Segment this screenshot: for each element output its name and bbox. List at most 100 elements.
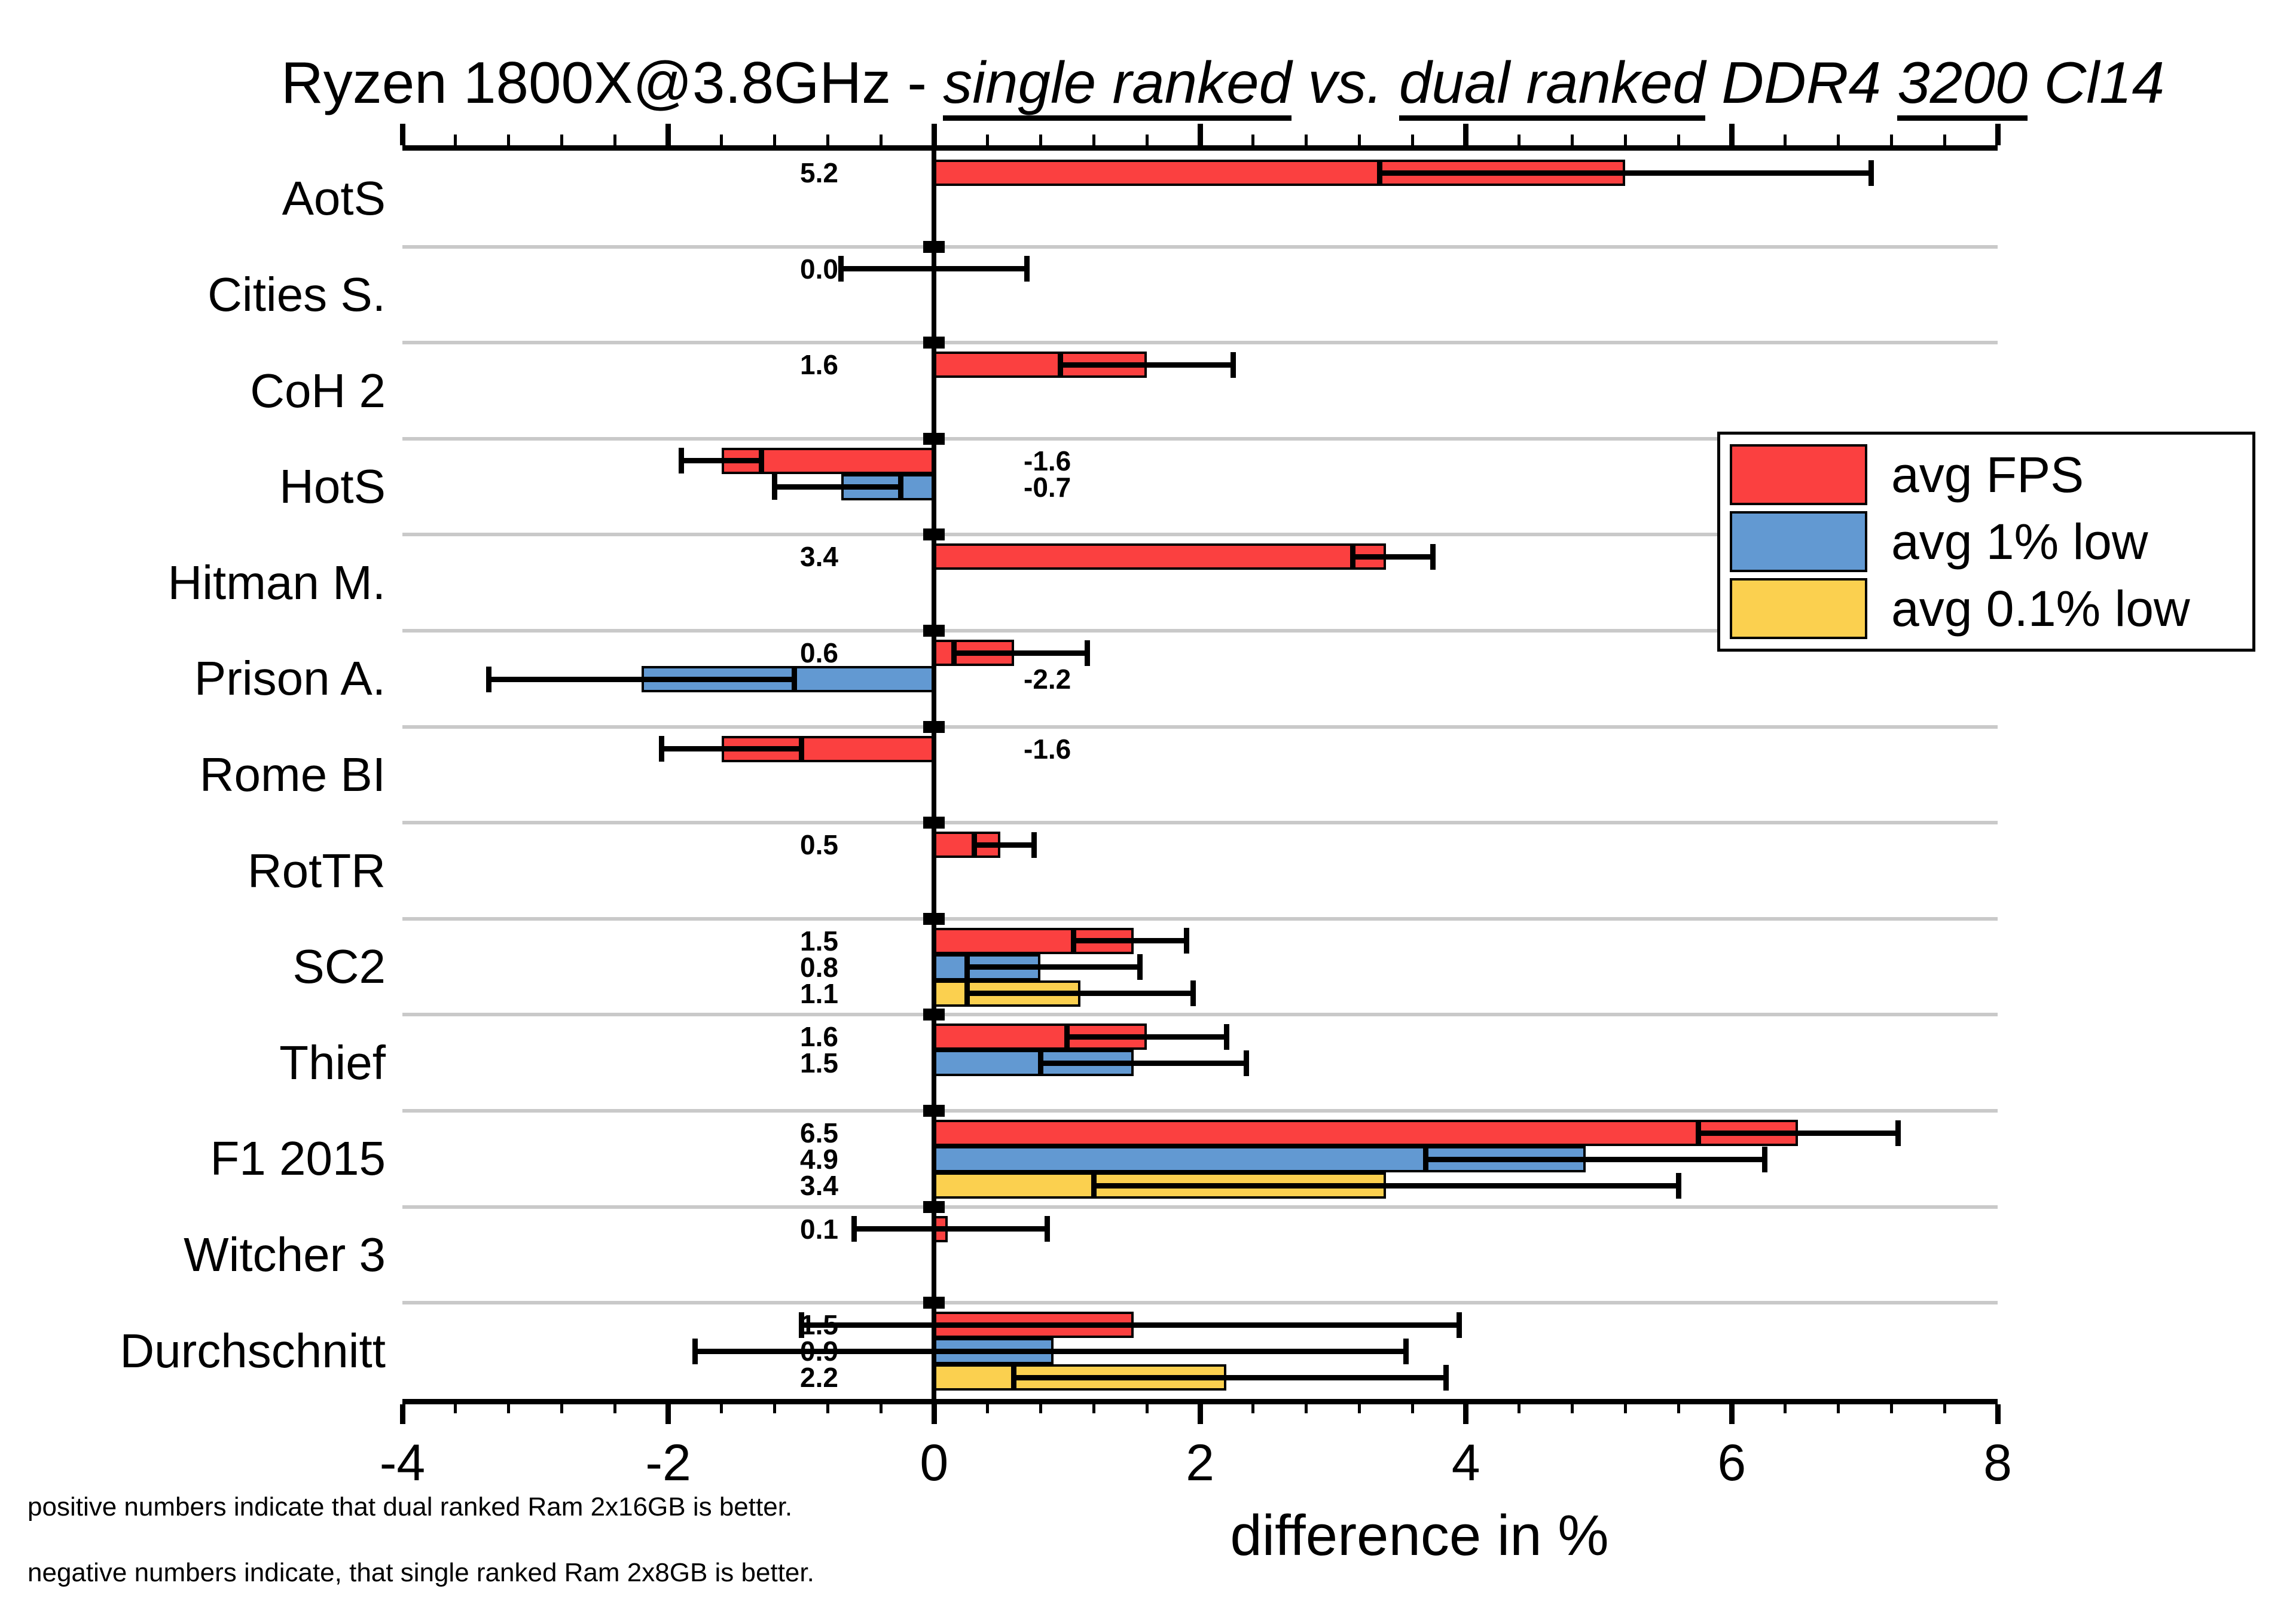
bar-avg-fps: [934, 1120, 1799, 1146]
error-bar-cap-right: [1895, 1120, 1901, 1146]
error-bar-cap-right: [1675, 1172, 1681, 1199]
major-tick-top: [1729, 124, 1735, 145]
minor-tick-top: [1571, 135, 1574, 145]
minor-tick-bottom: [1092, 1404, 1095, 1413]
value-label: 6.5: [800, 1117, 838, 1148]
minor-tick-bottom: [1039, 1404, 1042, 1413]
error-bar-line: [1013, 1374, 1446, 1380]
x-tick-label: 8: [1983, 1434, 2012, 1492]
minor-tick-bottom: [773, 1404, 777, 1413]
value-label: 1.5: [800, 1309, 838, 1341]
row-separator: [402, 1205, 1998, 1209]
legend-item-avg-01pct-low: avg 0.1% low: [1730, 577, 2252, 640]
category-label: HotS: [279, 460, 386, 514]
error-bar-cap-left: [659, 736, 665, 762]
major-tick-top: [1463, 124, 1469, 145]
minor-tick-bottom: [1145, 1404, 1149, 1413]
error-bar-cap-right: [1762, 1146, 1768, 1172]
error-bar-line: [967, 964, 1140, 970]
major-tick-top: [931, 124, 937, 145]
error-bar-cap-right: [1024, 256, 1030, 282]
minor-tick-top: [826, 135, 829, 145]
category-label: AotS: [282, 172, 386, 225]
minor-tick-bottom: [1411, 1404, 1415, 1413]
legend-swatch-avg-1pct-low: [1730, 511, 1867, 572]
category-label: F1 2015: [210, 1132, 386, 1186]
value-label: 0.9: [800, 1336, 838, 1367]
minor-tick-top: [1251, 135, 1255, 145]
minor-tick-top: [720, 135, 723, 145]
error-bar-cap-right: [898, 474, 904, 500]
row-separator: [402, 1013, 1998, 1017]
minor-tick-top: [1836, 135, 1840, 145]
value-label: 5.2: [800, 157, 838, 188]
bar-avg-fps: [934, 543, 1387, 570]
row-separator: [402, 725, 1998, 729]
error-bar-cap-left: [1058, 352, 1064, 378]
legend-label-avg-1pct-low: avg 1% low: [1891, 513, 2148, 570]
value-label: 2.2: [800, 1362, 838, 1394]
error-bar-line: [974, 842, 1034, 848]
error-bar-line: [854, 1226, 1048, 1232]
title-part-4: DDR4: [1705, 50, 1898, 115]
major-tick-top: [399, 124, 405, 145]
minor-tick-top: [560, 135, 564, 145]
value-label: 0.5: [800, 829, 838, 861]
minor-tick-bottom: [1571, 1404, 1574, 1413]
value-label: 1.5: [800, 1047, 838, 1079]
error-bar-cap-left: [1696, 1120, 1702, 1146]
minor-tick-bottom: [1677, 1404, 1680, 1413]
minor-tick-top: [1783, 135, 1787, 145]
top-axis-line: [402, 145, 1998, 151]
x-tick-label: 4: [1451, 1434, 1480, 1492]
row-separator: [402, 1301, 1998, 1305]
x-tick-label: -4: [379, 1434, 426, 1492]
legend-item-avg-1pct-low: avg 1% low: [1730, 510, 2252, 573]
error-bar-line: [661, 746, 801, 752]
major-tick-top: [665, 124, 671, 145]
error-bar-line: [695, 1348, 1406, 1354]
error-bar-cap-left: [1350, 543, 1356, 570]
x-axis-title: difference in %: [1230, 1504, 1609, 1568]
value-label: -0.7: [1024, 471, 1071, 503]
minor-tick-bottom: [560, 1404, 564, 1413]
minor-tick-bottom: [1836, 1404, 1840, 1413]
error-bar-line: [1425, 1156, 1765, 1162]
error-bar-line: [1379, 170, 1871, 176]
error-bar-cap-right: [1244, 1050, 1250, 1076]
minor-tick-top: [1943, 135, 1946, 145]
title-part-6: Cl14: [2028, 50, 2165, 115]
category-label: RotTR: [247, 844, 386, 897]
major-tick-bottom: [1729, 1404, 1735, 1424]
error-bar-line: [841, 266, 1027, 272]
error-bar-line: [1073, 938, 1187, 944]
major-tick-top: [1197, 124, 1203, 145]
error-bar-cap-left: [851, 1216, 857, 1242]
error-bar-line: [801, 1322, 1460, 1328]
x-tick-label: -2: [645, 1434, 691, 1492]
title-part-0: Ryzen 1800X@3.8GHz -: [281, 50, 944, 115]
error-bar-cap-left: [1037, 1050, 1043, 1076]
error-bar-line: [954, 650, 1087, 656]
minor-tick-bottom: [507, 1404, 511, 1413]
minor-tick-bottom: [1889, 1404, 1893, 1413]
minor-tick-top: [1145, 135, 1149, 145]
value-label: 1.1: [800, 977, 838, 1009]
row-separator: [402, 629, 1998, 633]
title-part-3: dual ranked: [1399, 50, 1705, 121]
row-separator: [402, 436, 1998, 441]
minor-tick-bottom: [1623, 1404, 1627, 1413]
value-label: 0.0: [800, 253, 838, 285]
minor-tick-bottom: [826, 1404, 829, 1413]
minor-tick-top: [773, 135, 777, 145]
row-separator: [402, 916, 1998, 921]
error-bar-cap-right: [1403, 1338, 1409, 1364]
value-label: 1.6: [800, 1021, 838, 1053]
minor-tick-top: [1092, 135, 1095, 145]
error-bar-cap-left: [486, 666, 492, 692]
x-tick-label: 0: [920, 1434, 949, 1492]
minor-tick-top: [1411, 135, 1415, 145]
error-bar-line: [1094, 1183, 1679, 1189]
row-separator: [402, 821, 1998, 825]
